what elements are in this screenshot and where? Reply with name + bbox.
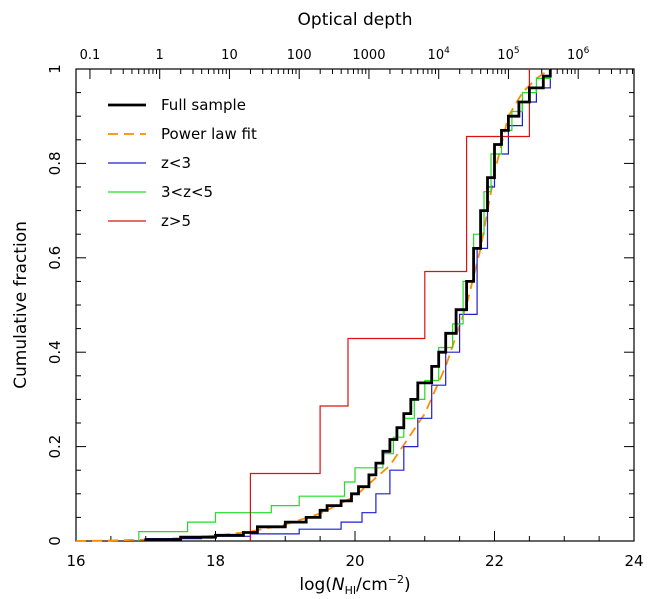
series-line-z-3 xyxy=(145,69,551,541)
legend-label: Full sample xyxy=(161,96,246,114)
x-axis-title: log(NHI/cm−2) xyxy=(299,573,410,597)
legend-label: Power law fit xyxy=(161,125,257,143)
top-axis-title: Optical depth xyxy=(298,10,413,30)
x-tick-label: 18 xyxy=(206,552,225,570)
series-line-power-law-fit xyxy=(75,68,551,542)
top-tick-label: 100 xyxy=(287,48,312,63)
y-tick-label: 0.4 xyxy=(46,340,64,364)
top-tick-label: 0.1 xyxy=(80,48,101,63)
top-tick-label: 10 xyxy=(221,48,238,63)
legend-label: 3<z<5 xyxy=(161,183,213,201)
ticks-group: 16 18 20 22 24 0 0.2 0.4 0.6 0.8 1 0.1 1 10 100 1000 104… xyxy=(46,46,644,570)
top-tick-label: 106 xyxy=(567,46,590,63)
top-tick-label: 1000 xyxy=(352,48,385,63)
series-line-full-sample xyxy=(144,69,552,541)
legend-label: z>5 xyxy=(161,212,191,230)
y-tick-label: 1 xyxy=(46,64,64,74)
y-tick-label: 0.2 xyxy=(46,435,64,459)
y-tick-label: 0.6 xyxy=(46,246,64,270)
series-line-z-5 xyxy=(249,69,530,541)
x-tick-label: 24 xyxy=(624,552,643,570)
y-tick-label: 0.8 xyxy=(46,151,64,175)
x-tick-label: 22 xyxy=(485,552,504,570)
y-tick-label: 0 xyxy=(46,536,64,546)
x-tick-label: 16 xyxy=(66,552,85,570)
top-tick-label: 105 xyxy=(497,46,519,63)
top-tick-label: 1 xyxy=(156,48,164,63)
legend-label: z<3 xyxy=(161,154,191,172)
top-tick-label: 104 xyxy=(428,46,451,63)
x-tick-label: 20 xyxy=(345,552,364,570)
series-group xyxy=(75,68,552,542)
legend: Full sample Power law fit z<3 3<z<5 z>5 xyxy=(108,96,257,230)
y-axis-title: Cumulative fraction xyxy=(11,221,31,389)
